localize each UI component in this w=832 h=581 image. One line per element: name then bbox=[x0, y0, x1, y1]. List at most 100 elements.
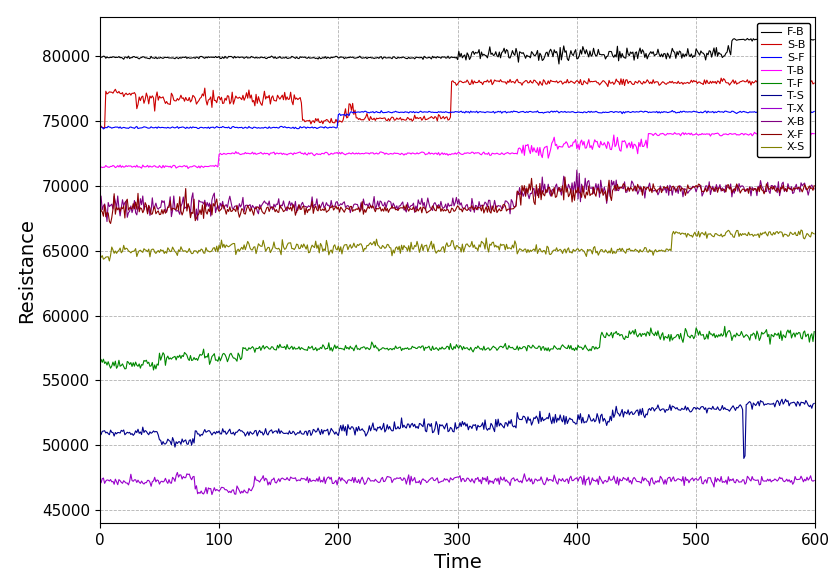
X-F bbox=[574, 189, 584, 196]
X-F bbox=[810, 182, 820, 189]
Y-axis label: Resistance: Resistance bbox=[17, 218, 37, 322]
T-B bbox=[517, 150, 527, 157]
Line: T-F: T-F bbox=[100, 327, 815, 370]
X-S bbox=[280, 246, 290, 253]
T-B bbox=[95, 164, 105, 171]
T-F bbox=[634, 331, 644, 338]
F-B bbox=[95, 53, 105, 60]
T-X bbox=[281, 476, 291, 483]
T-X bbox=[420, 477, 430, 484]
Line: T-B: T-B bbox=[100, 132, 815, 168]
F-B bbox=[279, 54, 289, 61]
X-F bbox=[635, 185, 645, 192]
T-S bbox=[572, 420, 582, 427]
T-F bbox=[222, 358, 232, 365]
T-S bbox=[418, 423, 428, 430]
T-X bbox=[574, 475, 584, 482]
T-B bbox=[280, 150, 290, 157]
S-F bbox=[95, 124, 105, 131]
T-S bbox=[810, 400, 820, 407]
S-B bbox=[517, 82, 527, 89]
S-B bbox=[716, 74, 726, 81]
T-X bbox=[207, 491, 217, 498]
T-F bbox=[280, 343, 290, 350]
S-F bbox=[280, 123, 290, 130]
F-B bbox=[573, 55, 583, 62]
X-B bbox=[419, 199, 429, 206]
X-B bbox=[102, 218, 112, 225]
S-F bbox=[634, 109, 644, 116]
X-S bbox=[222, 243, 232, 250]
T-F bbox=[517, 345, 527, 352]
X-B bbox=[280, 203, 290, 210]
X-F bbox=[419, 205, 429, 211]
X-F bbox=[106, 220, 116, 227]
T-B bbox=[419, 149, 429, 156]
Line: X-F: X-F bbox=[100, 177, 815, 224]
X-S bbox=[634, 249, 644, 256]
S-B bbox=[280, 89, 290, 96]
T-F bbox=[720, 323, 730, 330]
T-B bbox=[222, 150, 232, 157]
S-B bbox=[634, 77, 644, 84]
X-B bbox=[572, 167, 582, 174]
T-B bbox=[183, 165, 193, 172]
F-B bbox=[221, 55, 231, 62]
Line: T-X: T-X bbox=[100, 472, 815, 494]
T-S bbox=[95, 431, 105, 437]
F-B bbox=[554, 60, 564, 67]
T-X bbox=[810, 477, 820, 484]
S-F bbox=[222, 124, 232, 131]
T-B bbox=[750, 129, 760, 136]
T-S bbox=[632, 407, 642, 414]
T-X bbox=[172, 469, 182, 476]
X-B bbox=[95, 200, 105, 207]
S-B bbox=[98, 124, 108, 131]
T-S bbox=[221, 431, 231, 438]
F-B bbox=[634, 48, 644, 55]
S-B bbox=[419, 113, 429, 120]
T-B bbox=[573, 141, 583, 148]
X-S bbox=[796, 227, 806, 234]
T-F bbox=[573, 342, 583, 349]
Line: S-B: S-B bbox=[100, 78, 815, 128]
S-F bbox=[517, 108, 527, 115]
T-X bbox=[635, 479, 645, 486]
T-S bbox=[279, 430, 289, 437]
X-S bbox=[419, 242, 429, 249]
X-B bbox=[517, 188, 527, 195]
S-F bbox=[667, 107, 677, 114]
T-X bbox=[95, 478, 105, 485]
T-B bbox=[634, 139, 644, 146]
X-B bbox=[574, 170, 584, 177]
T-B bbox=[810, 130, 820, 137]
S-F bbox=[98, 125, 108, 132]
S-F bbox=[419, 108, 429, 115]
Line: X-S: X-S bbox=[100, 230, 815, 261]
X-F bbox=[222, 206, 232, 213]
T-X bbox=[518, 475, 528, 482]
X-F bbox=[280, 207, 290, 214]
T-S bbox=[739, 455, 749, 462]
Line: F-B: F-B bbox=[100, 38, 815, 64]
X-S bbox=[95, 254, 105, 261]
T-X bbox=[224, 489, 234, 496]
F-B bbox=[516, 49, 526, 56]
X-axis label: Time: Time bbox=[433, 553, 482, 572]
F-B bbox=[810, 36, 820, 43]
X-F bbox=[517, 182, 527, 189]
F-B bbox=[763, 35, 773, 42]
T-F bbox=[419, 347, 429, 354]
Legend: F-B, S-B, S-F, T-B, T-F, T-S, T-X, X-B, X-F, X-S: F-B, S-B, S-F, T-B, T-F, T-S, T-X, X-B, … bbox=[757, 23, 810, 157]
X-B bbox=[635, 182, 645, 189]
S-B bbox=[810, 80, 820, 87]
T-F bbox=[149, 367, 159, 374]
X-S bbox=[573, 245, 583, 252]
X-B bbox=[810, 185, 820, 192]
Line: T-S: T-S bbox=[100, 399, 815, 458]
S-B bbox=[95, 124, 105, 131]
X-B bbox=[222, 204, 232, 211]
X-F bbox=[95, 200, 105, 207]
T-F bbox=[810, 328, 820, 335]
X-S bbox=[810, 231, 820, 238]
